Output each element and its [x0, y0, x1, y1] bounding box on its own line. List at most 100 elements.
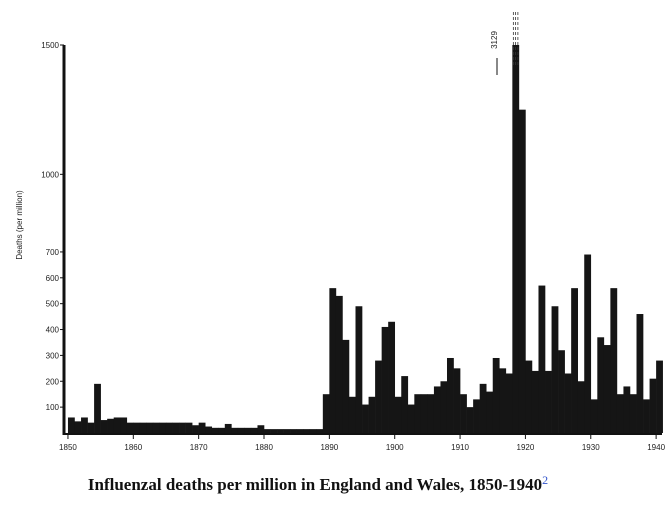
- bar: [205, 426, 213, 433]
- bar: [257, 425, 265, 433]
- bar: [316, 429, 324, 433]
- bar: [388, 321, 396, 433]
- bar: [577, 381, 585, 433]
- bar: [623, 386, 631, 433]
- bar: [486, 391, 494, 433]
- x-tick-label: 1910: [451, 443, 469, 452]
- bar: [67, 417, 75, 433]
- bar: [250, 427, 258, 433]
- bar: [309, 429, 317, 433]
- bar: [420, 394, 428, 433]
- footnote: 2: [542, 473, 548, 487]
- bar: [603, 345, 611, 433]
- bar: [525, 360, 533, 433]
- bar: [538, 285, 546, 433]
- bars: [67, 45, 663, 434]
- bar: [551, 306, 559, 433]
- bar: [656, 360, 663, 433]
- bar: [270, 429, 278, 433]
- bar: [290, 429, 297, 433]
- bar: [362, 404, 369, 433]
- bar: [505, 373, 513, 433]
- bar: [643, 399, 650, 433]
- bar: [218, 427, 226, 433]
- bar: [368, 396, 376, 433]
- bar: [231, 427, 239, 433]
- x-tick-label: 1920: [517, 443, 535, 452]
- caption-text: Influenzal deaths per million in England…: [88, 475, 542, 494]
- bar: [590, 399, 598, 433]
- bar: [211, 427, 219, 433]
- bar: [335, 295, 343, 433]
- bar: [126, 422, 134, 433]
- y-tick-label: 500: [46, 300, 60, 309]
- bar: [264, 429, 271, 433]
- x-tick-label: 1880: [255, 443, 273, 452]
- bar: [198, 422, 206, 433]
- x-tick-label: 1930: [582, 443, 600, 452]
- x-tick-label: 1900: [386, 443, 404, 452]
- bar: [133, 422, 141, 433]
- caption: Influenzal deaths per million in England…: [88, 473, 548, 494]
- bar: [499, 368, 507, 433]
- x-tick-label: 1870: [190, 443, 208, 452]
- bar: [139, 422, 147, 433]
- y-tick-label: 300: [46, 351, 60, 360]
- bar: [584, 254, 592, 433]
- bar: [479, 383, 487, 433]
- bar: [466, 407, 474, 433]
- bar: [518, 109, 526, 434]
- y-tick-label: 400: [46, 326, 60, 335]
- bar: [407, 404, 415, 433]
- bar: [165, 422, 173, 433]
- x-tick-label: 1860: [124, 443, 142, 452]
- bar: [564, 373, 572, 433]
- bar: [296, 429, 304, 433]
- x-tick-label: 1890: [320, 443, 338, 452]
- bar: [74, 421, 82, 433]
- bar: [616, 394, 624, 433]
- bar: [375, 360, 382, 433]
- x-tick-label: 1940: [647, 443, 665, 452]
- bar: [107, 418, 115, 433]
- bar: [414, 394, 422, 433]
- bar: [283, 429, 291, 433]
- bar: [427, 394, 435, 433]
- bar: [146, 422, 154, 433]
- y-tick-label: 1000: [41, 170, 59, 179]
- bar: [649, 378, 657, 433]
- bar: [342, 339, 350, 433]
- bar: [610, 288, 618, 433]
- x-tick-label: 1850: [59, 443, 77, 452]
- bar: [473, 399, 480, 433]
- bar: [329, 288, 337, 433]
- bar: [446, 357, 454, 433]
- bar: [237, 427, 245, 433]
- bar: [636, 314, 644, 433]
- bar: [558, 350, 565, 433]
- bar: [244, 427, 252, 433]
- bar: [192, 425, 199, 433]
- bar: [179, 422, 186, 433]
- bar: [571, 288, 578, 433]
- bar: [94, 383, 101, 433]
- y-tick-label: 1500: [41, 41, 59, 50]
- y-tick-label: 600: [46, 274, 60, 283]
- bar: [440, 381, 448, 433]
- y-tick-label: 100: [46, 403, 60, 412]
- annotation: 3129: [490, 31, 499, 49]
- bar: [355, 306, 363, 433]
- bar: [545, 370, 552, 433]
- bar: [100, 420, 108, 433]
- bar: [597, 337, 605, 433]
- bar: [185, 422, 193, 433]
- bar: [348, 396, 356, 433]
- bar: [453, 368, 461, 433]
- bar: [322, 394, 330, 433]
- bar: [120, 417, 128, 433]
- bar: [492, 357, 500, 433]
- bar: [460, 394, 467, 433]
- y-tick-label: 700: [46, 248, 60, 257]
- y-tick-label: 200: [46, 377, 60, 386]
